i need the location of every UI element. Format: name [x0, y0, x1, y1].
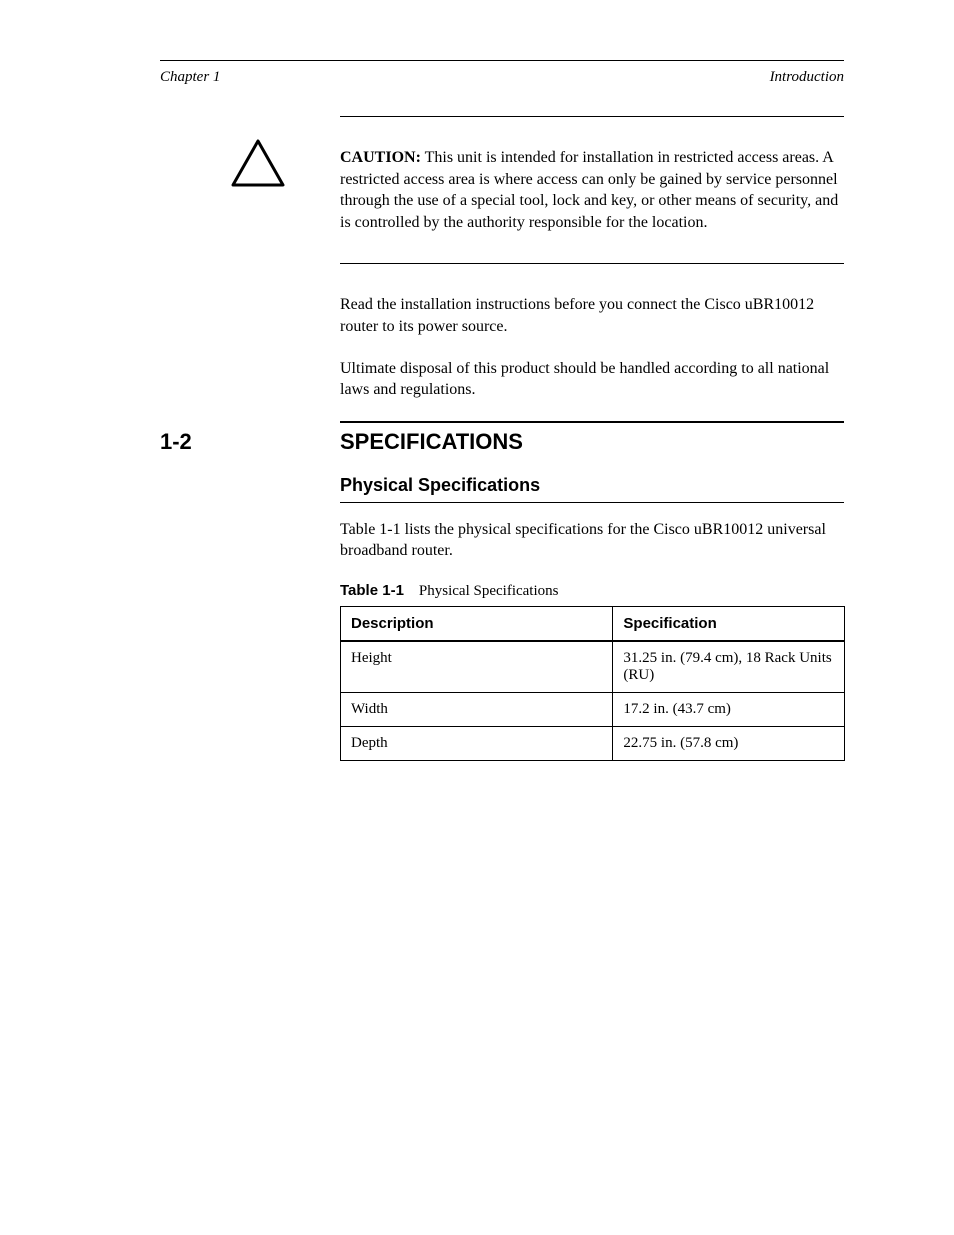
section-heading: 1-2 SPECIFICATIONS: [160, 429, 844, 455]
table-caption-label: Table 1-1: [340, 582, 404, 599]
paragraph-2: Ultimate disposal of this product should…: [340, 358, 844, 401]
cell-description: Height: [341, 641, 613, 693]
paragraph-1: Read the installation instructions befor…: [340, 294, 844, 337]
subsection-heading: Physical Specifications: [340, 475, 844, 503]
table-row: Depth 22.75 in. (57.8 cm): [341, 726, 845, 760]
cell-specification: 31.25 in. (79.4 cm), 18 Rack Units (RU): [613, 641, 845, 693]
table-row: Width 17.2 in. (43.7 cm): [341, 692, 845, 726]
chapter-label: Chapter 1: [160, 69, 220, 86]
paragraph-3: Table 1-1 lists the physical specificati…: [340, 519, 844, 562]
page: Chapter 1 Introduction CAUTION: This uni…: [0, 0, 954, 1235]
table-header-row: Description Specification: [341, 606, 845, 641]
table-caption-text: Physical Specifications: [419, 583, 559, 599]
caution-text: CAUTION: This unit is intended for insta…: [340, 147, 844, 233]
top-rule: [160, 60, 844, 61]
running-head: Chapter 1 Introduction: [160, 69, 844, 86]
cell-specification: 22.75 in. (57.8 cm): [613, 726, 845, 760]
section-title: SPECIFICATIONS: [340, 429, 523, 455]
table-caption: Table 1-1 Physical Specifications: [340, 582, 844, 600]
caution-label: CAUTION:: [340, 149, 421, 166]
col-header-specification: Specification: [613, 606, 845, 641]
table-row: Height 31.25 in. (79.4 cm), 18 Rack Unit…: [341, 641, 845, 693]
spec-table: Description Specification Height 31.25 i…: [340, 606, 845, 761]
section-rule: [340, 421, 844, 423]
cell-description: Depth: [341, 726, 613, 760]
cell-description: Width: [341, 692, 613, 726]
cell-specification: 17.2 in. (43.7 cm): [613, 692, 845, 726]
section-number: 1-2: [160, 429, 340, 455]
caution-triangle-icon: [230, 138, 286, 193]
caution-block: CAUTION: This unit is intended for insta…: [340, 116, 844, 264]
col-header-description: Description: [341, 606, 613, 641]
chapter-title: Introduction: [770, 69, 844, 86]
